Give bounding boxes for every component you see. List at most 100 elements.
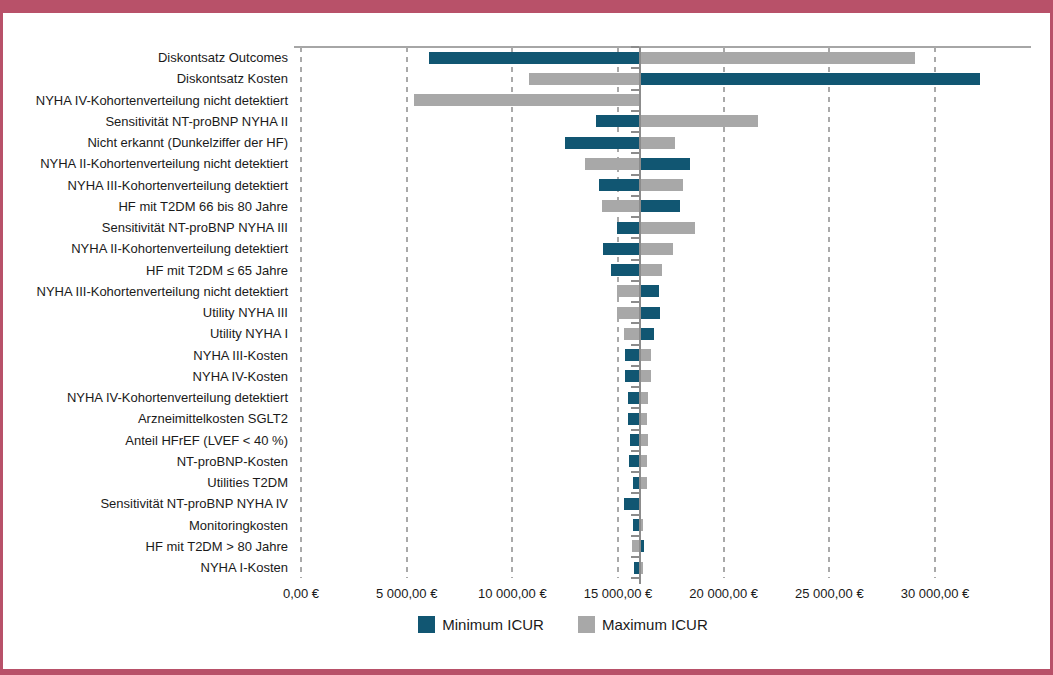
category-label: Nicht erkannt (Dunkelziffer der HF): [8, 132, 288, 153]
axis-tick: [631, 259, 639, 261]
category-label: Sensitivität NT-proBNP NYHA II: [8, 111, 288, 132]
axis-tick: [631, 556, 639, 558]
axis-tick: [631, 152, 639, 154]
axis-tick: [631, 174, 639, 176]
axis-tick: [631, 195, 639, 197]
legend-swatch-minimum: [418, 616, 435, 633]
bar-minimum-icur: [617, 222, 640, 234]
category-label: Sensitivität NT-proBNP NYHA IV: [8, 493, 288, 514]
axis-tick: [631, 110, 639, 112]
legend-label-minimum: Minimum ICUR: [442, 616, 544, 633]
category-label: Diskontsatz Outcomes: [8, 47, 288, 68]
legend: Minimum ICUR Maximum ICUR: [0, 616, 1053, 633]
bar-minimum-icur: [640, 328, 654, 340]
bar-maximum-icur: [640, 264, 662, 276]
legend-label-maximum: Maximum ICUR: [602, 616, 708, 633]
axis-tick: [631, 450, 639, 452]
bar-minimum-icur: [429, 52, 640, 64]
chart-frame: Diskontsatz OutcomesDiskontsatz KostenNY…: [0, 0, 1053, 675]
category-label: Utility NYHA III: [8, 302, 288, 323]
bar-maximum-icur: [640, 222, 695, 234]
bar-maximum-icur: [602, 200, 639, 212]
axis-tick: [631, 131, 639, 133]
category-label: NYHA IV-Kohortenverteilung nicht detekti…: [8, 90, 288, 111]
plot-top-border: [294, 46, 1031, 48]
bar-maximum-icur: [640, 370, 652, 382]
bar-minimum-icur: [624, 498, 639, 510]
gridline: [300, 47, 302, 578]
bar-maximum-icur: [640, 52, 915, 64]
bar-maximum-icur: [640, 115, 758, 127]
gridline: [511, 47, 513, 578]
axis-tick: [631, 535, 639, 537]
axis-tick: [631, 237, 639, 239]
category-label: Monitoringkosten: [8, 515, 288, 536]
legend-item-maximum: Maximum ICUR: [578, 616, 708, 633]
category-label: NYHA II-Kohortenverteilung nicht detekti…: [8, 153, 288, 174]
bar-maximum-icur: [640, 455, 647, 467]
bar-maximum-icur: [617, 307, 640, 319]
bar-minimum-icur: [596, 115, 640, 127]
bar-maximum-icur: [529, 73, 640, 85]
gridline: [934, 47, 936, 578]
bar-maximum-icur: [640, 137, 675, 149]
axis-tick: [631, 514, 639, 516]
bar-minimum-icur: [640, 73, 981, 85]
bar-maximum-icur: [640, 392, 648, 404]
gridline: [406, 47, 408, 578]
bar-minimum-icur: [640, 307, 660, 319]
category-label: NYHA IV-Kosten: [8, 366, 288, 387]
category-label: HF mit T2DM ≤ 65 Jahre: [8, 260, 288, 281]
axis-tick: [631, 577, 639, 579]
bar-maximum-icur: [617, 285, 640, 297]
bar-maximum-icur: [640, 477, 647, 489]
category-label: NYHA III-Kohortenverteilung nicht detekt…: [8, 281, 288, 302]
legend-swatch-maximum: [578, 616, 595, 633]
category-label: NYHA I-Kosten: [8, 557, 288, 578]
category-label: NYHA III-Kosten: [8, 345, 288, 366]
axis-tick: [631, 46, 639, 48]
bar-minimum-icur: [640, 285, 659, 297]
bar-minimum-icur: [640, 158, 691, 170]
bar-maximum-icur: [640, 349, 652, 361]
axis-tick: [631, 67, 639, 69]
axis-tick: [631, 492, 639, 494]
category-label: NT-proBNP-Kosten: [8, 451, 288, 472]
tornado-chart: Diskontsatz OutcomesDiskontsatz KostenNY…: [0, 0, 1053, 675]
axis-tick: [631, 280, 639, 282]
axis-tick: [631, 216, 639, 218]
gridline: [828, 47, 830, 578]
category-label: Anteil HFrEF (LVEF < 40 %): [8, 430, 288, 451]
category-label: NYHA II-Kohortenverteilung detektiert: [8, 238, 288, 259]
axis-tick: [631, 89, 639, 91]
bar-minimum-icur: [625, 370, 640, 382]
category-label: HF mit T2DM 66 bis 80 Jahre: [8, 196, 288, 217]
bar-minimum-icur: [640, 200, 681, 212]
bar-maximum-icur: [585, 158, 640, 170]
category-label: Sensitivität NT-proBNP NYHA III: [8, 217, 288, 238]
category-label: Utilities T2DM: [8, 472, 288, 493]
bar-minimum-icur: [625, 349, 640, 361]
bar-maximum-icur: [640, 179, 683, 191]
bar-maximum-icur: [640, 413, 647, 425]
axis-tick: [631, 322, 639, 324]
axis-tick: [631, 344, 639, 346]
category-label: NYHA III-Kohortenverteilung detektiert: [8, 175, 288, 196]
bar-minimum-icur: [603, 243, 640, 255]
category-label: HF mit T2DM > 80 Jahre: [8, 536, 288, 557]
legend-item-minimum: Minimum ICUR: [418, 616, 544, 633]
axis-tick: [631, 429, 639, 431]
category-axis-line: [639, 47, 641, 584]
bar-minimum-icur: [599, 179, 640, 191]
bar-maximum-icur: [640, 243, 673, 255]
bar-minimum-icur: [611, 264, 640, 276]
bar-minimum-icur: [565, 137, 640, 149]
category-label: Utility NYHA I: [8, 323, 288, 344]
bar-maximum-icur: [414, 94, 640, 106]
axis-tick: [631, 471, 639, 473]
axis-tick: [631, 386, 639, 388]
bar-maximum-icur: [624, 328, 640, 340]
axis-tick: [631, 365, 639, 367]
axis-tick: [631, 407, 639, 409]
category-label: NYHA IV-Kohortenverteilung detektiert: [8, 387, 288, 408]
